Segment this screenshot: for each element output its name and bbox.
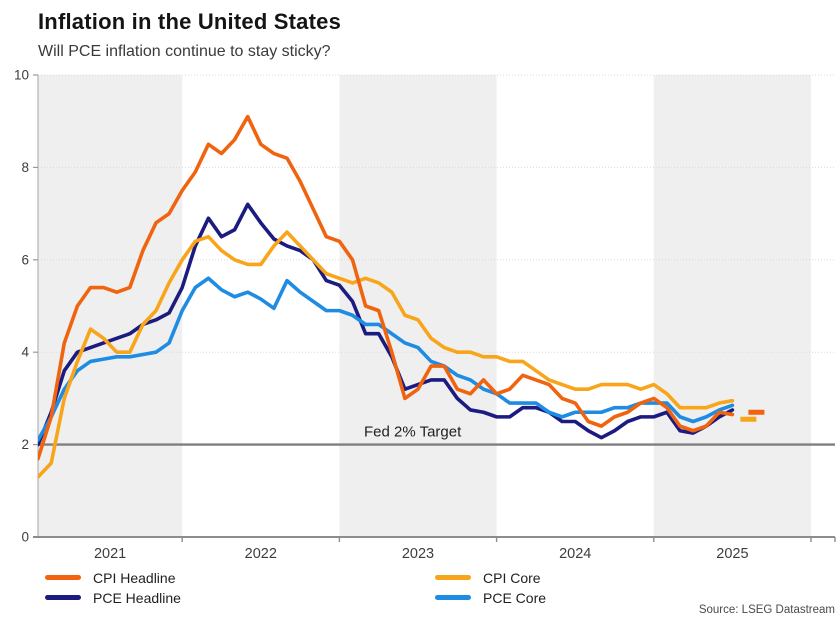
fed-target-label: Fed 2% Target <box>364 424 462 441</box>
year-band-2025 <box>653 75 811 537</box>
page-title: Inflation in the United States <box>38 9 342 34</box>
cpi-headline-swatch-icon <box>45 575 81 580</box>
x-axis-year-label: 2023 <box>402 546 434 562</box>
y-axis-tick-label: 8 <box>21 160 29 175</box>
chart-legend: CPI Headline CPI Core PCE Headline PCE C… <box>45 569 546 606</box>
legend-label: CPI Core <box>483 569 541 586</box>
x-axis-year-label: 2022 <box>245 546 277 562</box>
legend-item-pce-core: PCE Core <box>435 589 546 606</box>
series-line-cpi-core <box>38 230 735 479</box>
legend-item-pce-headline: PCE Headline <box>45 589 435 606</box>
series-line-pce-core <box>38 276 735 443</box>
chart-subtitle: Will PCE inflation continue to stay stic… <box>38 43 331 60</box>
x-axis-year-label: 2025 <box>716 546 748 562</box>
pce-headline-swatch-icon <box>45 595 81 600</box>
series-lines <box>38 114 735 479</box>
legend-label: PCE Core <box>483 589 547 606</box>
legend-label: PCE Headline <box>93 589 181 606</box>
source-credit: Source: LSEG Datastream <box>698 604 835 616</box>
pce-core-swatch-icon <box>435 595 471 600</box>
legend-item-cpi-headline: CPI Headline <box>45 569 435 586</box>
series-line-cpi-headline <box>38 114 735 462</box>
legend-item-cpi-core: CPI Core <box>435 569 546 586</box>
y-axis-tick-label: 10 <box>14 68 29 83</box>
x-axis-year-label: 2021 <box>94 546 126 562</box>
year-band-2021 <box>38 75 183 537</box>
x-axis-year-label: 2024 <box>559 546 591 562</box>
y-axis-tick-label: 2 <box>21 437 29 452</box>
year-band-2023 <box>339 75 497 537</box>
y-axis-tick-label: 6 <box>21 252 29 267</box>
year-bands <box>38 75 811 537</box>
cpi-core-swatch-icon <box>435 575 471 580</box>
y-axis-tick-label: 4 <box>21 345 29 360</box>
legend-label: CPI Headline <box>93 569 176 586</box>
y-axis-tick-label: 0 <box>21 530 29 545</box>
